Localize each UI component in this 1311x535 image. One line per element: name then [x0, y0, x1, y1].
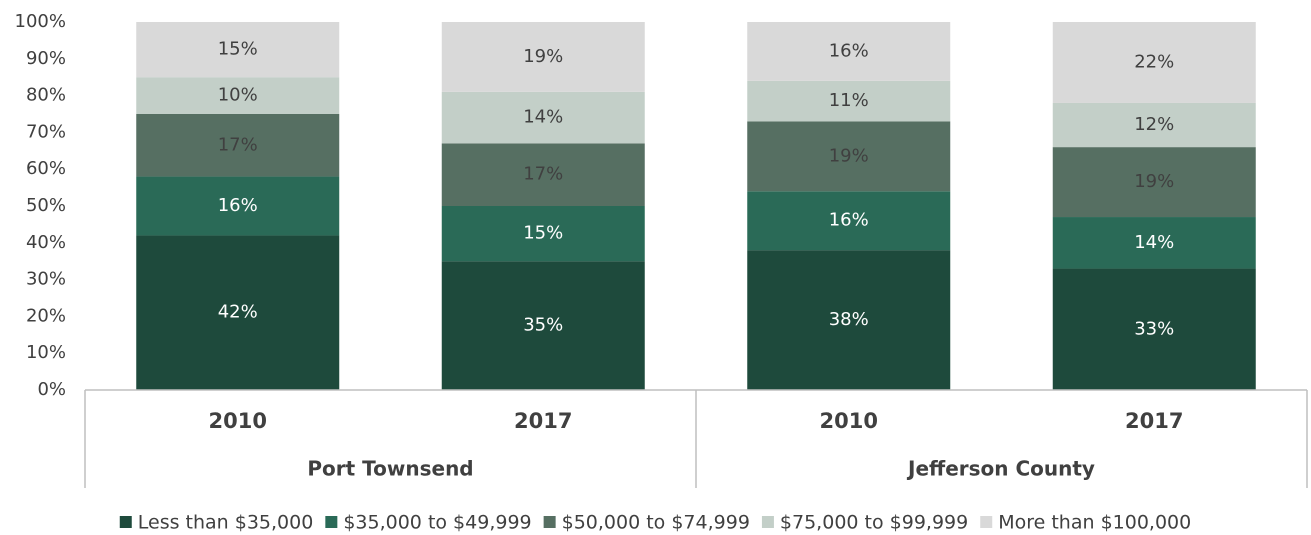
legend-label: More than $100,000 [998, 512, 1191, 534]
data-label: 10% [218, 85, 258, 106]
data-label: 35% [523, 315, 563, 336]
legend-swatch [761, 516, 774, 528]
legend-label: $35,000 to $49,999 [343, 512, 531, 534]
bar-segment [1052, 102, 1256, 148]
x-tick-label: 2017 [1125, 409, 1183, 433]
bar-segment [441, 143, 645, 206]
data-label: 12% [1134, 114, 1174, 135]
data-label: 15% [523, 223, 563, 244]
data-label: 11% [829, 90, 869, 111]
data-label: 15% [218, 39, 258, 60]
bar-segment [747, 22, 951, 81]
legend-swatch [119, 516, 132, 528]
bar-segment [441, 91, 645, 144]
legend-label: Less than $35,000 [138, 512, 314, 534]
legend-label: $75,000 to $99,999 [780, 512, 968, 534]
y-tick-label: 10% [26, 342, 66, 363]
data-label: 16% [829, 210, 869, 231]
y-tick-label: 20% [26, 305, 66, 326]
data-label: 19% [829, 145, 869, 166]
bar-segment [441, 206, 645, 262]
bar-segment [1052, 217, 1256, 269]
bar-segment [747, 191, 951, 251]
bar-segment [1052, 147, 1256, 218]
data-label: 38% [829, 309, 869, 330]
y-tick-label: 60% [26, 158, 66, 179]
bar-segment [441, 22, 645, 92]
data-label: 17% [218, 134, 258, 155]
bar-segment [1052, 22, 1256, 103]
legend-swatch [543, 516, 556, 528]
legend-swatch [980, 516, 993, 528]
data-label: 17% [523, 164, 563, 185]
y-tick-label: 40% [26, 232, 66, 253]
y-tick-label: 30% [26, 269, 66, 290]
legend-swatch [325, 516, 338, 528]
x-tick-label: 2017 [514, 409, 572, 433]
x-tick-label: 2010 [820, 409, 878, 433]
bar-segment [136, 22, 340, 78]
bar-segment [747, 250, 951, 390]
y-tick-label: 90% [26, 48, 66, 69]
x-tick-label: 2010 [209, 409, 267, 433]
y-tick-label: 50% [26, 195, 66, 216]
data-label: 14% [523, 107, 563, 128]
bar-segment [747, 80, 951, 122]
legend-label: $50,000 to $74,999 [562, 512, 750, 534]
group-label: Port Townsend [307, 457, 473, 481]
y-tick-label: 80% [26, 85, 66, 106]
bar-segment [747, 121, 951, 192]
y-tick-label: 70% [26, 121, 66, 142]
y-tick-label: 0% [37, 379, 66, 400]
data-label: 16% [829, 40, 869, 61]
y-tick-label: 100% [15, 11, 66, 32]
data-label: 14% [1134, 232, 1174, 253]
bar-segment [136, 77, 340, 114]
data-label: 42% [218, 302, 258, 323]
bar-segment [136, 235, 340, 390]
bar-segment [136, 176, 340, 236]
data-label: 22% [1134, 51, 1174, 72]
bar-segment [136, 114, 340, 177]
data-label: 16% [218, 195, 258, 216]
bar-segment [1052, 268, 1256, 390]
group-label: Jefferson County [906, 457, 1095, 481]
data-label: 19% [1134, 171, 1174, 192]
data-label: 33% [1134, 318, 1174, 339]
data-label: 19% [523, 46, 563, 67]
bar-segment [441, 261, 645, 390]
